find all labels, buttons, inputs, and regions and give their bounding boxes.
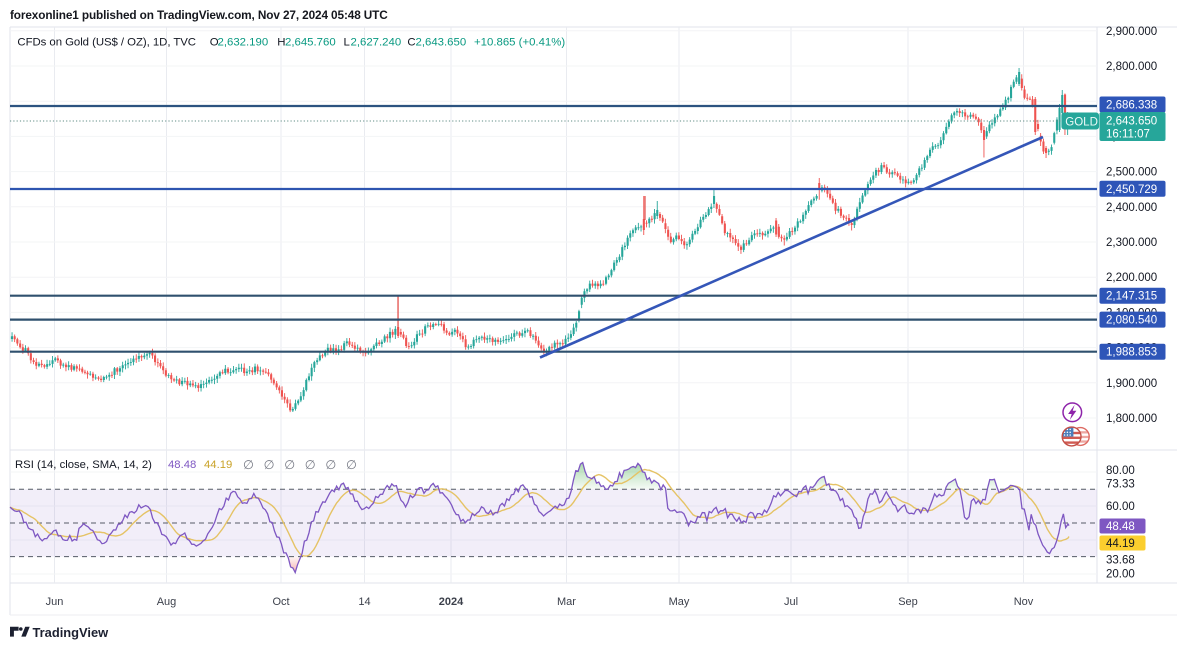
svg-text:20.00: 20.00: [1106, 569, 1135, 581]
svg-text:∅: ∅: [264, 458, 275, 472]
svg-text:1,800.000: 1,800.000: [1106, 413, 1157, 425]
svg-text:O: O: [210, 37, 219, 49]
svg-text:73.33: 73.33: [1106, 478, 1135, 490]
svg-text:2,627.240: 2,627.240: [351, 37, 402, 49]
svg-text:2,800.000: 2,800.000: [1106, 61, 1157, 73]
svg-text:2,900.000: 2,900.000: [1106, 26, 1157, 38]
svg-text:2,643.650: 2,643.650: [1106, 116, 1157, 128]
svg-text:2,300.000: 2,300.000: [1106, 237, 1157, 249]
svg-text:∅: ∅: [284, 458, 295, 472]
svg-text:+10.865 (+0.41%): +10.865 (+0.41%): [474, 37, 565, 49]
svg-text:2,643.650: 2,643.650: [416, 37, 467, 49]
svg-text:C: C: [407, 37, 415, 49]
svg-text:44.19: 44.19: [1106, 538, 1135, 550]
svg-text:80.00: 80.00: [1106, 465, 1135, 477]
svg-text:2,645.760: 2,645.760: [285, 37, 336, 49]
svg-text:2,686.338: 2,686.338: [1106, 100, 1157, 112]
svg-text:RSI (14, close, SMA, 14, 2): RSI (14, close, SMA, 14, 2): [15, 459, 152, 471]
svg-text:Aug: Aug: [157, 596, 177, 608]
svg-text:TradingView: TradingView: [33, 625, 110, 640]
svg-text:H: H: [277, 37, 285, 49]
svg-text:33.68: 33.68: [1106, 555, 1135, 567]
svg-text:2,147.315: 2,147.315: [1106, 291, 1157, 303]
svg-text:2,450.729: 2,450.729: [1106, 184, 1157, 196]
svg-text:2,400.000: 2,400.000: [1106, 202, 1157, 214]
svg-text:48.48: 48.48: [168, 459, 196, 471]
svg-text:∅: ∅: [346, 458, 357, 472]
svg-text:48.48: 48.48: [1106, 521, 1135, 533]
svg-text:14: 14: [358, 596, 370, 608]
svg-text:1,900.000: 1,900.000: [1106, 378, 1157, 390]
svg-text:Sep: Sep: [898, 596, 918, 608]
svg-text:16:11:07: 16:11:07: [1106, 129, 1150, 141]
svg-text:2,200.000: 2,200.000: [1106, 272, 1157, 284]
svg-text:GOLD: GOLD: [1065, 116, 1098, 128]
svg-text:CFDs on Gold (US$ / OZ), 1D, T: CFDs on Gold (US$ / OZ), 1D, TVC: [17, 37, 196, 49]
svg-text:∅: ∅: [305, 458, 316, 472]
svg-text:Jul: Jul: [784, 596, 798, 608]
svg-text:2024: 2024: [439, 596, 464, 608]
svg-text:60.00: 60.00: [1106, 501, 1135, 513]
svg-text:1,988.853: 1,988.853: [1106, 347, 1157, 359]
svg-text:L: L: [344, 37, 350, 49]
svg-text:2,632.190: 2,632.190: [218, 37, 269, 49]
svg-text:2,500.000: 2,500.000: [1106, 167, 1157, 179]
svg-text:Oct: Oct: [272, 596, 289, 608]
svg-text:∅: ∅: [243, 458, 254, 472]
svg-text:forexonline1 published on Trad: forexonline1 published on TradingView.co…: [10, 8, 388, 22]
svg-text:2,080.540: 2,080.540: [1106, 315, 1157, 327]
svg-text:Jun: Jun: [46, 596, 64, 608]
svg-text:Nov: Nov: [1014, 596, 1034, 608]
svg-text:Mar: Mar: [557, 596, 576, 608]
svg-text:∅: ∅: [325, 458, 336, 472]
svg-text:44.19: 44.19: [204, 459, 232, 471]
svg-text:May: May: [669, 596, 690, 608]
